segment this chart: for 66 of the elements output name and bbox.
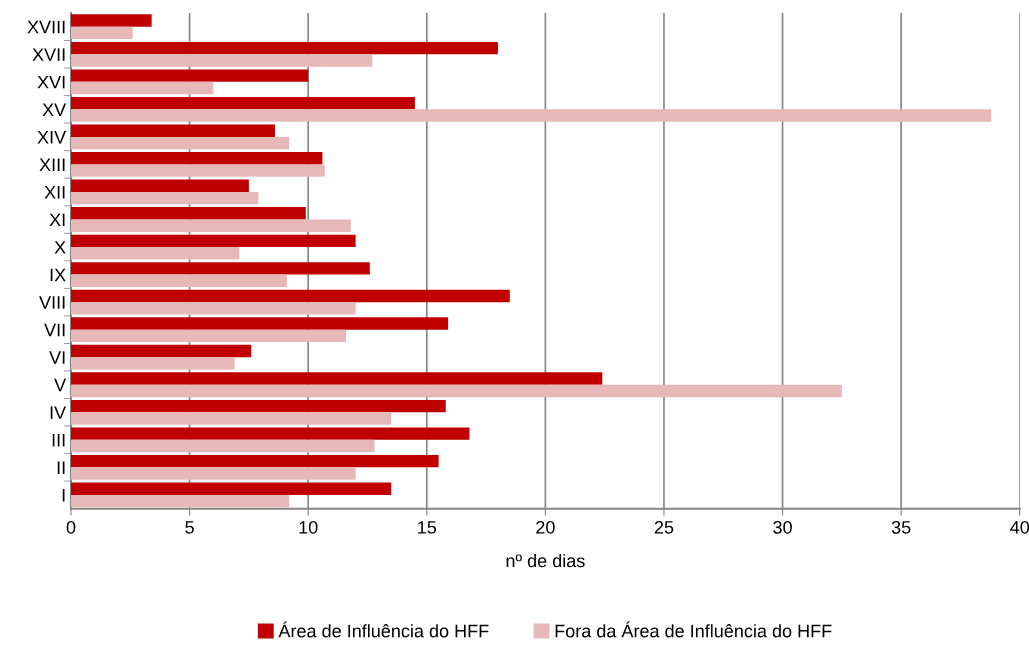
bar xyxy=(71,219,351,232)
bar xyxy=(71,399,446,413)
legend-label: Fora da Área de Influência do HFF xyxy=(555,621,832,638)
bar xyxy=(71,96,415,110)
bar xyxy=(71,317,449,330)
y-tick-label: IV xyxy=(50,406,67,419)
bar xyxy=(71,81,214,95)
bar xyxy=(71,384,842,398)
bar xyxy=(71,207,306,220)
x-tick-label: 5 xyxy=(185,521,194,534)
bar xyxy=(71,109,992,122)
y-tick-label: VII xyxy=(44,323,65,337)
bar xyxy=(71,467,356,480)
bar xyxy=(71,427,470,440)
y-tick-label: XVII xyxy=(32,48,65,61)
y-tick-label: III xyxy=(52,433,65,447)
bar xyxy=(71,344,252,358)
y-tick-label: II xyxy=(57,461,65,474)
x-tick-label: 30 xyxy=(773,520,792,534)
y-tick-label: V xyxy=(54,378,67,392)
bar xyxy=(71,274,287,287)
bar xyxy=(71,302,356,315)
y-tick-label: XI xyxy=(49,213,65,227)
bar xyxy=(71,494,290,508)
bar xyxy=(71,152,323,165)
bar xyxy=(71,26,133,40)
bar xyxy=(71,439,375,453)
y-tick-label: X xyxy=(54,241,66,254)
bar xyxy=(71,164,325,177)
y-tick-label: XII xyxy=(44,186,65,199)
bar xyxy=(71,372,603,385)
y-tick-label: XIII xyxy=(39,158,65,171)
y-tick-label: IX xyxy=(50,268,66,282)
bar xyxy=(71,179,249,192)
legend-label: Área de Influência do HFF xyxy=(278,621,489,638)
bar xyxy=(71,41,498,55)
y-tick-label: XVIII xyxy=(27,20,65,34)
bar xyxy=(71,136,290,150)
x-axis-title: nº de dias xyxy=(506,553,585,568)
y-tick-label: XIV xyxy=(37,131,67,144)
y-tick-label: VI xyxy=(49,351,65,364)
bar xyxy=(71,234,356,248)
bar xyxy=(71,14,152,27)
bar xyxy=(71,357,235,370)
x-tick-label: 15 xyxy=(418,521,437,534)
x-tick-label: 35 xyxy=(891,520,911,534)
bar xyxy=(71,54,373,67)
y-tick-label: XVI xyxy=(37,75,65,89)
y-tick-label: I xyxy=(62,489,65,502)
bar xyxy=(71,482,392,495)
bar xyxy=(71,454,439,468)
bar xyxy=(71,329,347,343)
bar xyxy=(71,412,392,425)
x-tick-label: 20 xyxy=(536,520,555,534)
bar xyxy=(71,289,510,303)
x-tick-label: 25 xyxy=(654,520,674,534)
bar xyxy=(71,69,309,82)
x-tick-label: 0 xyxy=(66,520,76,534)
bar xyxy=(71,247,240,260)
x-tick-label: 10 xyxy=(299,520,318,534)
x-tick-label: 40 xyxy=(1010,520,1029,534)
bar xyxy=(71,262,370,275)
bar xyxy=(71,124,275,137)
y-tick-label: VIII xyxy=(39,296,65,309)
y-tick-label: XV xyxy=(42,103,67,116)
bar xyxy=(71,191,259,205)
